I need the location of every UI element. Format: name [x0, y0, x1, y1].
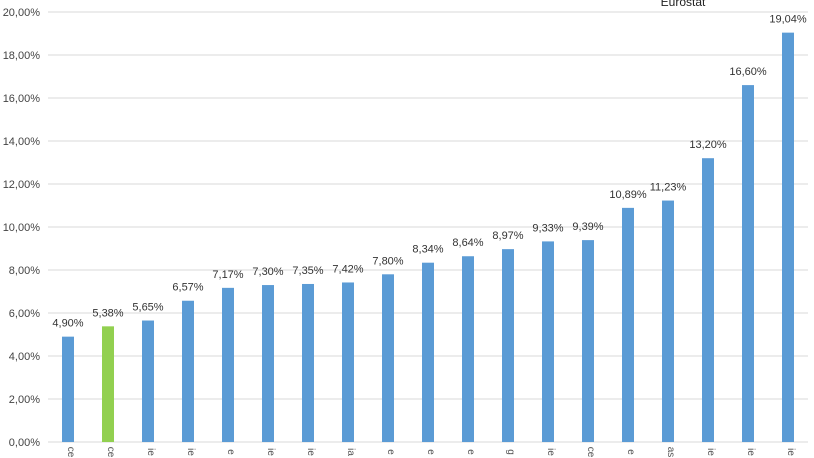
data-label: 16,60% — [729, 66, 767, 78]
bar — [382, 274, 394, 442]
y-tick-label: 12,00% — [3, 179, 41, 191]
bar — [262, 285, 274, 442]
bar — [222, 287, 234, 442]
category-label: ie — [545, 448, 556, 456]
bar — [142, 320, 154, 442]
y-tick-label: 20,00% — [3, 7, 41, 19]
category-label: e — [385, 449, 396, 455]
y-tick-label: 10,00% — [3, 222, 41, 234]
data-label: 5,38% — [92, 307, 123, 319]
bar — [702, 158, 714, 442]
data-label: 8,97% — [492, 230, 523, 242]
category-label: ie — [745, 448, 756, 456]
category-label: ce — [65, 447, 76, 458]
data-label: 5,65% — [132, 302, 163, 314]
data-labels: 4,90% 5,38% 5,65% 6,57% 7,17% 7,30% 7,35% 7,42%… — [52, 14, 806, 330]
data-label: 13,20% — [689, 139, 727, 151]
data-label: 7,30% — [252, 266, 283, 278]
y-tick-label: 16,00% — [3, 93, 41, 105]
bar — [542, 241, 554, 442]
bar — [782, 32, 794, 442]
y-axis: 0,00% 2,00% 4,00% 6,00% 8,00% 10,00% 12,00% 14,… — [3, 7, 41, 449]
category-label: e — [225, 449, 236, 455]
category-label: e — [465, 449, 476, 455]
category-label: g — [505, 449, 516, 455]
y-tick-label: 8,00% — [9, 265, 40, 277]
bar — [582, 240, 594, 442]
category-label: ie — [185, 448, 196, 456]
bar — [502, 249, 514, 442]
category-label: ie — [785, 448, 796, 456]
data-label: 6,57% — [172, 282, 203, 294]
data-label: 8,34% — [412, 244, 443, 256]
bar — [342, 282, 354, 442]
category-label: ie — [705, 448, 716, 456]
category-label: as — [665, 447, 676, 458]
bars — [62, 32, 794, 442]
data-label: 7,80% — [372, 255, 403, 267]
category-label: ce — [105, 447, 116, 458]
y-tick-label: 2,00% — [9, 394, 40, 406]
y-tick-label: 0,00% — [9, 437, 40, 449]
bar — [102, 326, 114, 442]
bar — [662, 200, 674, 442]
data-label: 8,64% — [452, 237, 483, 249]
bar — [182, 300, 194, 442]
bar — [622, 207, 634, 442]
category-label: e — [625, 449, 636, 455]
y-tick-label: 6,00% — [9, 308, 40, 320]
bar — [462, 256, 474, 442]
bar — [422, 262, 434, 442]
category-label: e — [425, 449, 436, 455]
category-label: ie — [145, 448, 156, 456]
y-tick-label: 4,00% — [9, 351, 40, 363]
data-label: 4,90% — [52, 318, 83, 330]
data-label: 10,89% — [609, 189, 647, 201]
data-label: 7,42% — [332, 263, 363, 275]
y-tick-label: 18,00% — [3, 50, 41, 62]
data-label: 9,39% — [572, 221, 603, 233]
data-label: 11,23% — [650, 182, 687, 194]
category-label: ie — [305, 448, 316, 456]
category-label: ie — [265, 448, 276, 456]
category-label: ce — [585, 447, 596, 458]
data-label: 7,35% — [292, 265, 323, 277]
data-label: 9,33% — [532, 222, 563, 234]
y-tick-label: 14,00% — [3, 136, 41, 148]
chart-source-note: Eurostat — [661, 0, 706, 9]
bar — [742, 85, 754, 442]
data-label: 19,04% — [769, 14, 807, 26]
category-label: ia — [345, 448, 356, 456]
data-label: 7,17% — [212, 269, 243, 281]
bar — [62, 336, 74, 442]
bar — [302, 283, 314, 442]
x-axis: ce ce ie ie e ie ie ia e e e g ie ce e as ie ie ie — [65, 447, 796, 458]
